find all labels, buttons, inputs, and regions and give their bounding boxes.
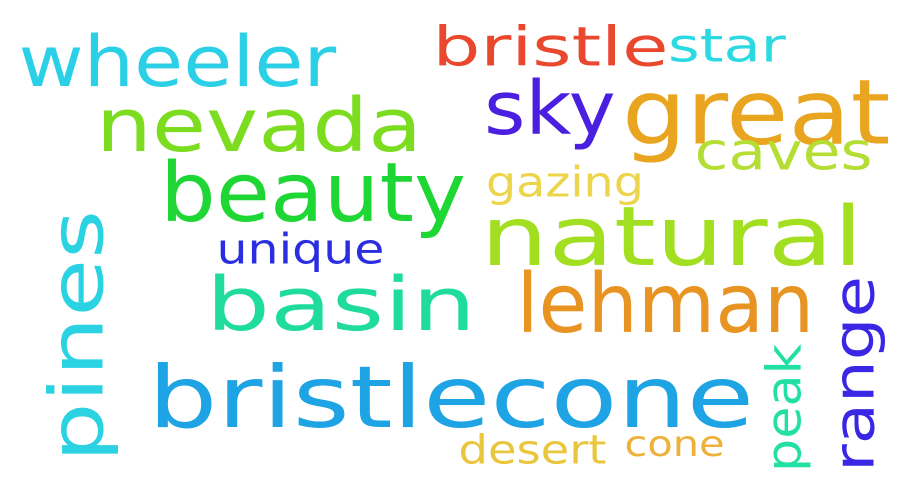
word-basin: basin (205, 261, 477, 348)
word-gazing: gazing (485, 157, 644, 207)
word-range: range (820, 276, 887, 472)
word-unique: unique (215, 224, 384, 274)
word-sky: sky (483, 65, 616, 152)
word-peak: peak (755, 343, 812, 473)
word-lehman: lehman (515, 255, 814, 352)
word-bristle: bristle (431, 15, 669, 79)
word-cone: cone (624, 422, 725, 465)
word-nevada: nevada (96, 82, 423, 169)
word-pines: pines (33, 209, 121, 463)
word-caves: caves (694, 121, 873, 183)
word-natural: natural (479, 188, 863, 285)
word-star: star (667, 18, 786, 73)
word-bristlecone: bristlecone (147, 347, 755, 448)
word-desert: desert (457, 426, 606, 474)
word-beauty: beauty (160, 144, 467, 241)
word-wheeler: wheeler (17, 20, 336, 103)
word-great: great (621, 59, 891, 166)
